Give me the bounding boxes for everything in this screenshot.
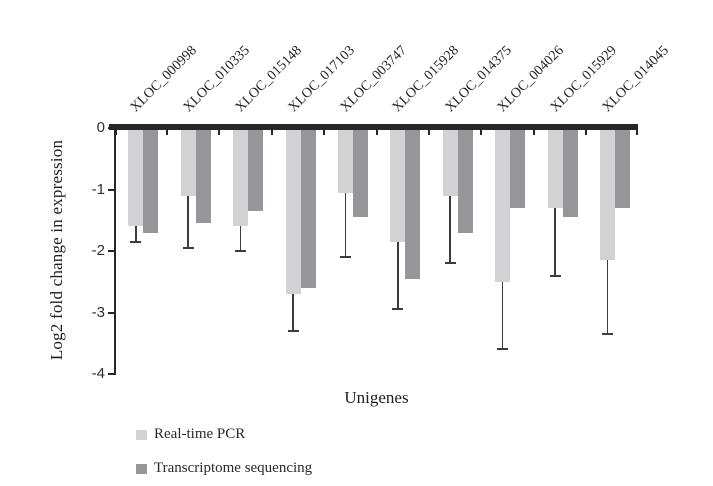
x-axis-title: Unigenes [344,388,409,407]
x-axis-tick [323,130,326,135]
legend-item-realtime-pcr: Real-time PCR [136,426,312,443]
error-bar [554,207,556,276]
error-bar-cap [130,240,142,243]
error-bar [449,195,451,264]
error-bar-cap [287,329,299,332]
bar-transcriptome-sequencing [352,128,368,218]
bar-transcriptome-sequencing [510,128,526,208]
bar-realtime-pcr [495,128,511,282]
error-bar [501,281,504,350]
error-bar-cap [601,333,613,336]
x-axis-tick [270,130,273,135]
error-bar [397,241,399,310]
legend-swatch-transcriptome-sequencing [136,463,147,474]
x-axis-tick [480,130,483,135]
error-bar-cap [392,308,404,311]
x-axis-tick [585,130,588,135]
bar-transcriptome-sequencing [562,128,578,218]
bar-transcriptome-sequencing [248,128,264,212]
y-tick-label: 0 [96,119,105,136]
y-tick-label: -1 [91,180,105,198]
bar-realtime-pcr [442,128,458,196]
y-axis-tick [107,127,115,129]
y-tick-label: -2 [91,242,105,259]
bar-realtime-pcr [233,128,249,227]
x-axis-tick [218,130,221,135]
x-axis-tick [532,130,535,135]
y-axis-tick [107,250,115,252]
error-bar-cap [497,348,509,351]
bar-transcriptome-sequencing [614,128,630,208]
bar-transcriptome-sequencing [195,128,211,224]
bar-realtime-pcr [180,128,196,196]
bar-realtime-pcr [547,128,563,208]
error-bar [344,192,347,258]
y-axis-line [113,124,116,375]
x-axis-tick [635,130,638,135]
y-axis-tick [107,373,115,375]
error-bar-cap [549,274,561,277]
y-axis-tick [107,188,115,191]
bar-realtime-pcr [337,128,353,193]
error-bar [292,294,294,331]
bar-transcriptome-sequencing [405,128,421,279]
bar-transcriptome-sequencing [457,128,473,233]
y-axis-tick [107,311,115,314]
x-axis-tick [165,130,168,135]
bar-transcriptome-sequencing [143,128,159,233]
y-tick-label: -3 [91,303,105,321]
error-bar [239,226,242,251]
error-bar-cap [235,250,247,252]
error-bar [135,226,137,242]
legend-label-realtime-pcr: Real-time PCR [154,426,246,442]
x-axis-line [109,124,638,130]
bar-realtime-pcr [390,128,406,242]
x-axis-tick [115,130,117,135]
legend-item-transcriptome-sequencing: Transcriptome sequencing [136,460,312,477]
error-bar [187,195,189,248]
x-axis-tick [427,130,430,135]
y-tick-label: -4 [91,365,105,382]
legend-label-transcriptome-sequencing: Transcriptome sequencing [154,460,313,476]
error-bar-cap [182,246,194,249]
bar-realtime-pcr [599,128,615,261]
bar-transcriptome-sequencing [300,128,316,288]
error-bar [606,260,609,335]
bar-realtime-pcr [285,128,301,295]
legend: Real-time PCR Transcriptome sequencing [136,426,312,486]
bar-realtime-pcr [128,128,144,227]
legend-swatch-realtime-pcr [136,429,147,440]
error-bar-cap [444,262,456,265]
error-bar-cap [339,256,351,259]
x-axis-tick [375,130,378,135]
